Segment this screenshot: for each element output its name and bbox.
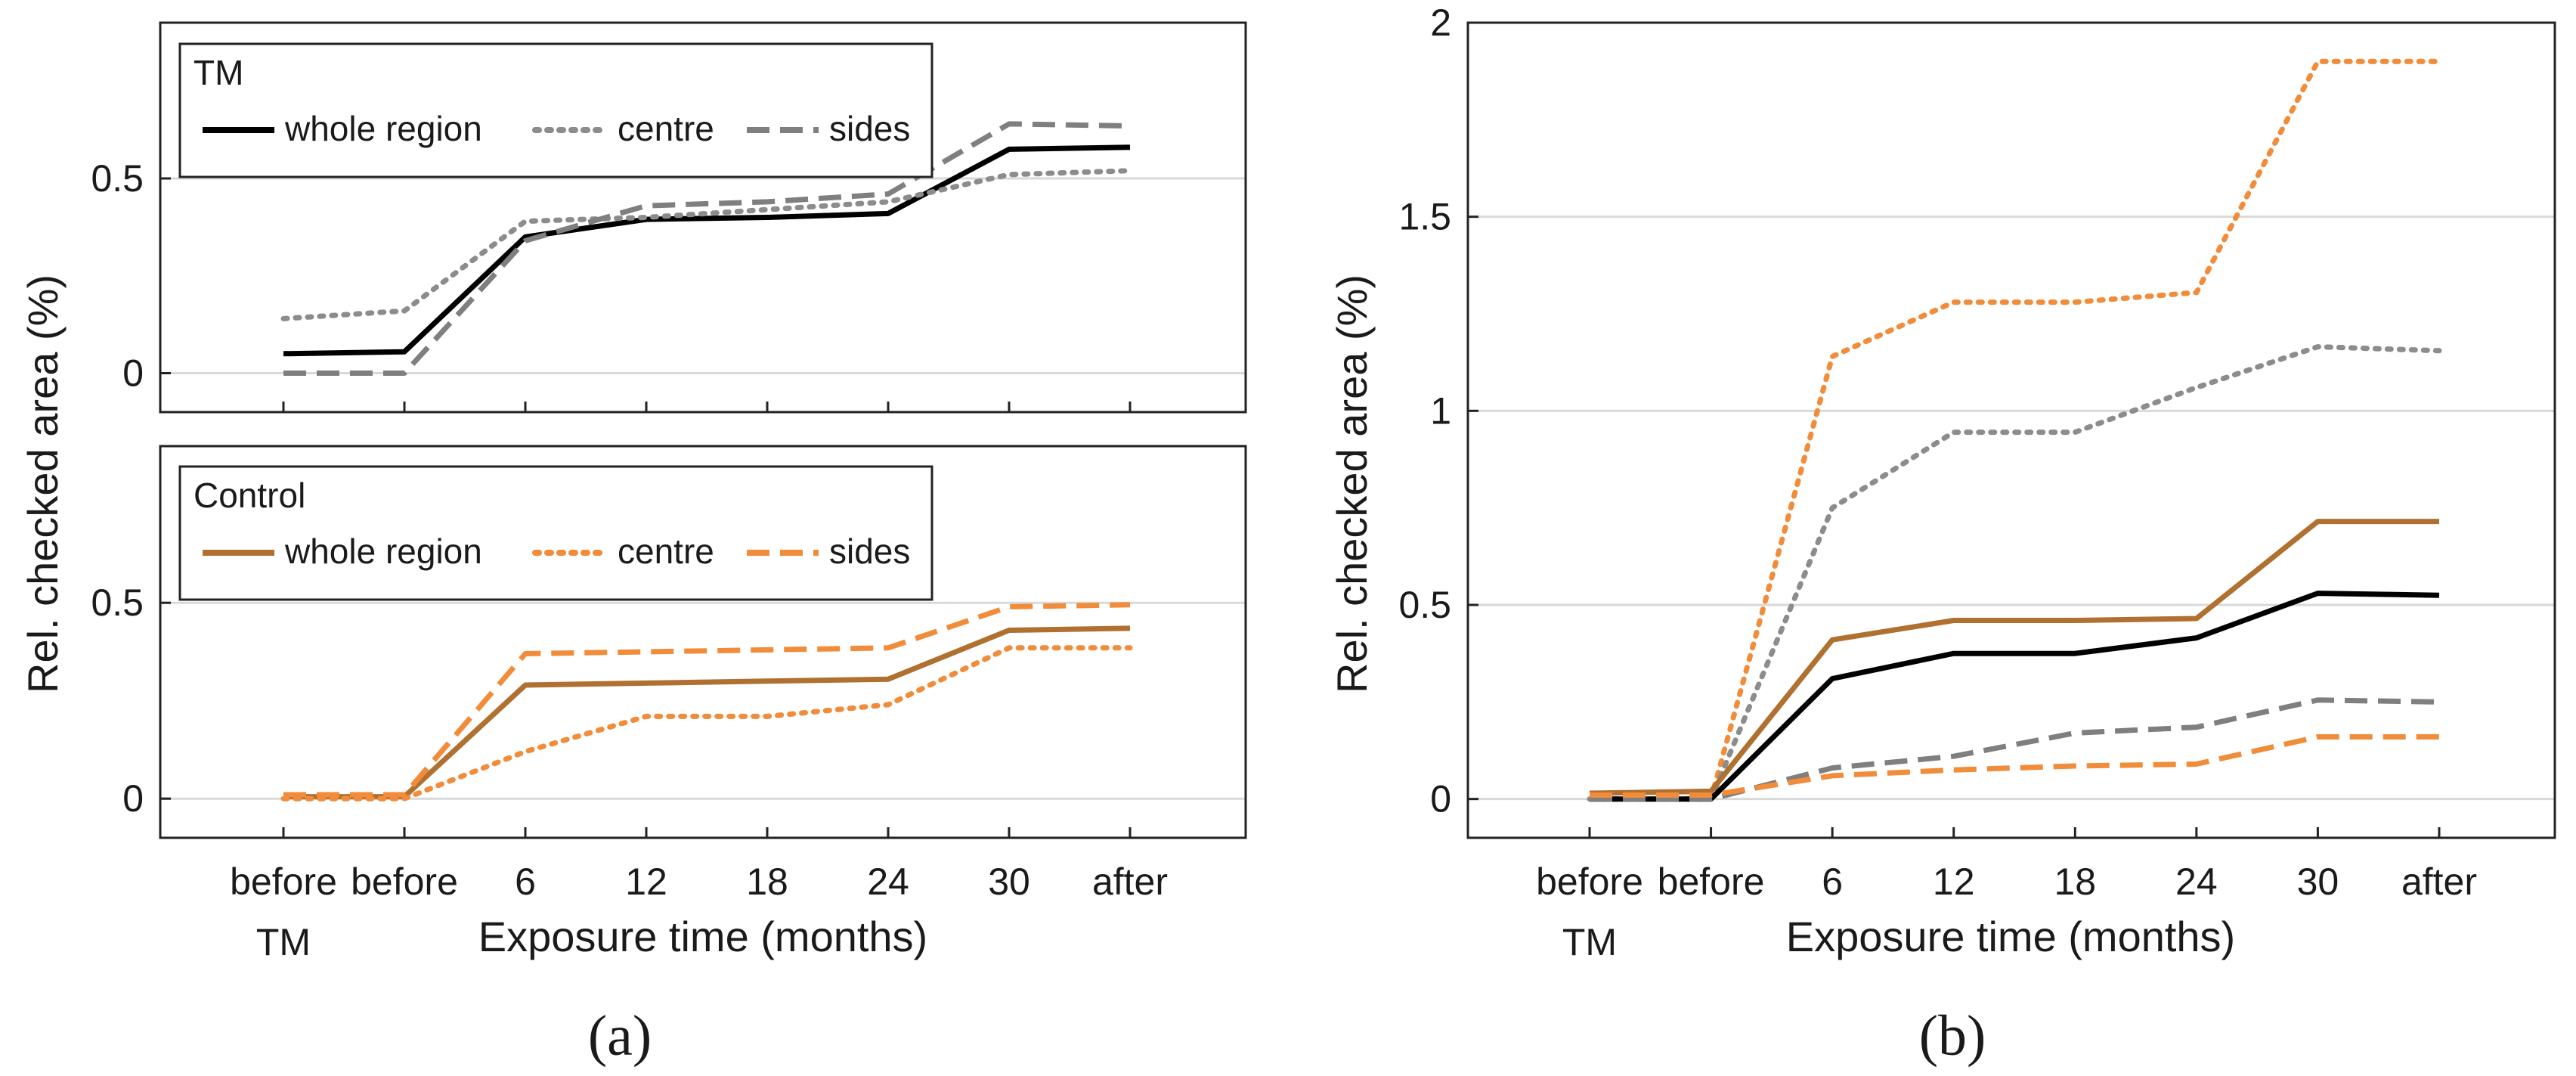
panel-a-y-axis-label: Rel. checked area (%): [19, 274, 67, 693]
y-tick-label: 1.5: [1398, 196, 1451, 238]
legend-box: [178, 465, 933, 601]
panel-b-label: (b): [1919, 1004, 1986, 1068]
x-tick-label: 12: [1933, 860, 1975, 903]
x-tick-label: 6: [1822, 860, 1843, 903]
series-line-line-2: [1589, 519, 2439, 796]
y-tick-label: 0: [122, 352, 144, 395]
x-tick-label: after: [1092, 860, 1168, 903]
x-tick-label: 30: [988, 860, 1030, 903]
series-line-line-0: [1587, 58, 2442, 802]
x-tick-sublabel: TM: [256, 921, 311, 963]
x-tick-label: 24: [867, 860, 909, 903]
series-line-centre: [280, 645, 1133, 802]
plot-frame: [159, 21, 1247, 414]
x-tick-label: 24: [2175, 860, 2218, 903]
plot-frame: [1466, 21, 2556, 839]
series-line-sides: [283, 121, 1131, 376]
panel-a-label: (a): [588, 1004, 652, 1068]
panel-b-x-axis-label: Exposure time (months): [1786, 913, 2235, 960]
panel-a-x-axis-label: Exposure time (months): [478, 913, 927, 960]
legend-entry-label: sides: [829, 109, 910, 148]
legend-title: TM: [194, 53, 243, 92]
x-tick-label: 18: [2054, 860, 2096, 903]
panel-b-y-axis-label: Rel. checked area (%): [1328, 274, 1376, 693]
y-tick-label: 0: [1430, 778, 1451, 820]
x-tick-label: 12: [625, 860, 667, 903]
x-tick-sublabel: TM: [1562, 921, 1617, 963]
series-line-sides: [283, 602, 1131, 798]
y-tick-label: 2: [1430, 2, 1451, 44]
series-line-centre: [280, 168, 1133, 321]
legend-entry-label: whole region: [284, 109, 482, 148]
panel-a-control-plot: 0 0.5 before before 6 12 18 24 30 after TM Control w…: [91, 445, 1247, 963]
legend-box: [178, 42, 933, 178]
legend-entry-label: centre: [618, 532, 714, 571]
panel-b-plot: 0 0.5 1 1.5 2 before before 6 12 18 24 30 after TM: [1398, 2, 2556, 963]
panel-a-tm-plot: 0 0.5 TM whole region centre sides: [91, 21, 1247, 414]
y-tick-label: 0.5: [91, 157, 144, 200]
y-tick-label: 0: [122, 777, 144, 820]
x-tick-label: before: [351, 860, 458, 903]
y-tick-label: 1: [1430, 389, 1451, 432]
x-tick-label: 30: [2297, 860, 2339, 903]
legend-title: Control: [194, 476, 305, 515]
x-tick-label: before: [230, 860, 337, 903]
series-line-whole-region: [283, 144, 1131, 357]
series-line-whole-region: [283, 625, 1131, 800]
series-line-line-1: [1587, 344, 2442, 802]
plot-frame: [159, 445, 1247, 839]
legend-entry-label: centre: [618, 109, 714, 148]
series-line-line-5: [1590, 734, 2439, 798]
x-tick-label: 6: [515, 860, 536, 903]
series-line-line-3: [1590, 591, 2440, 802]
x-tick-label: before: [1658, 860, 1765, 903]
y-tick-label: 0.5: [1398, 584, 1451, 626]
legend-entry-label: whole region: [284, 532, 482, 571]
x-tick-label: 18: [746, 860, 788, 903]
x-tick-label: after: [2401, 860, 2477, 903]
x-tick-label: before: [1536, 860, 1643, 903]
legend-entry-label: sides: [829, 532, 910, 571]
y-tick-label: 0.5: [91, 581, 144, 624]
